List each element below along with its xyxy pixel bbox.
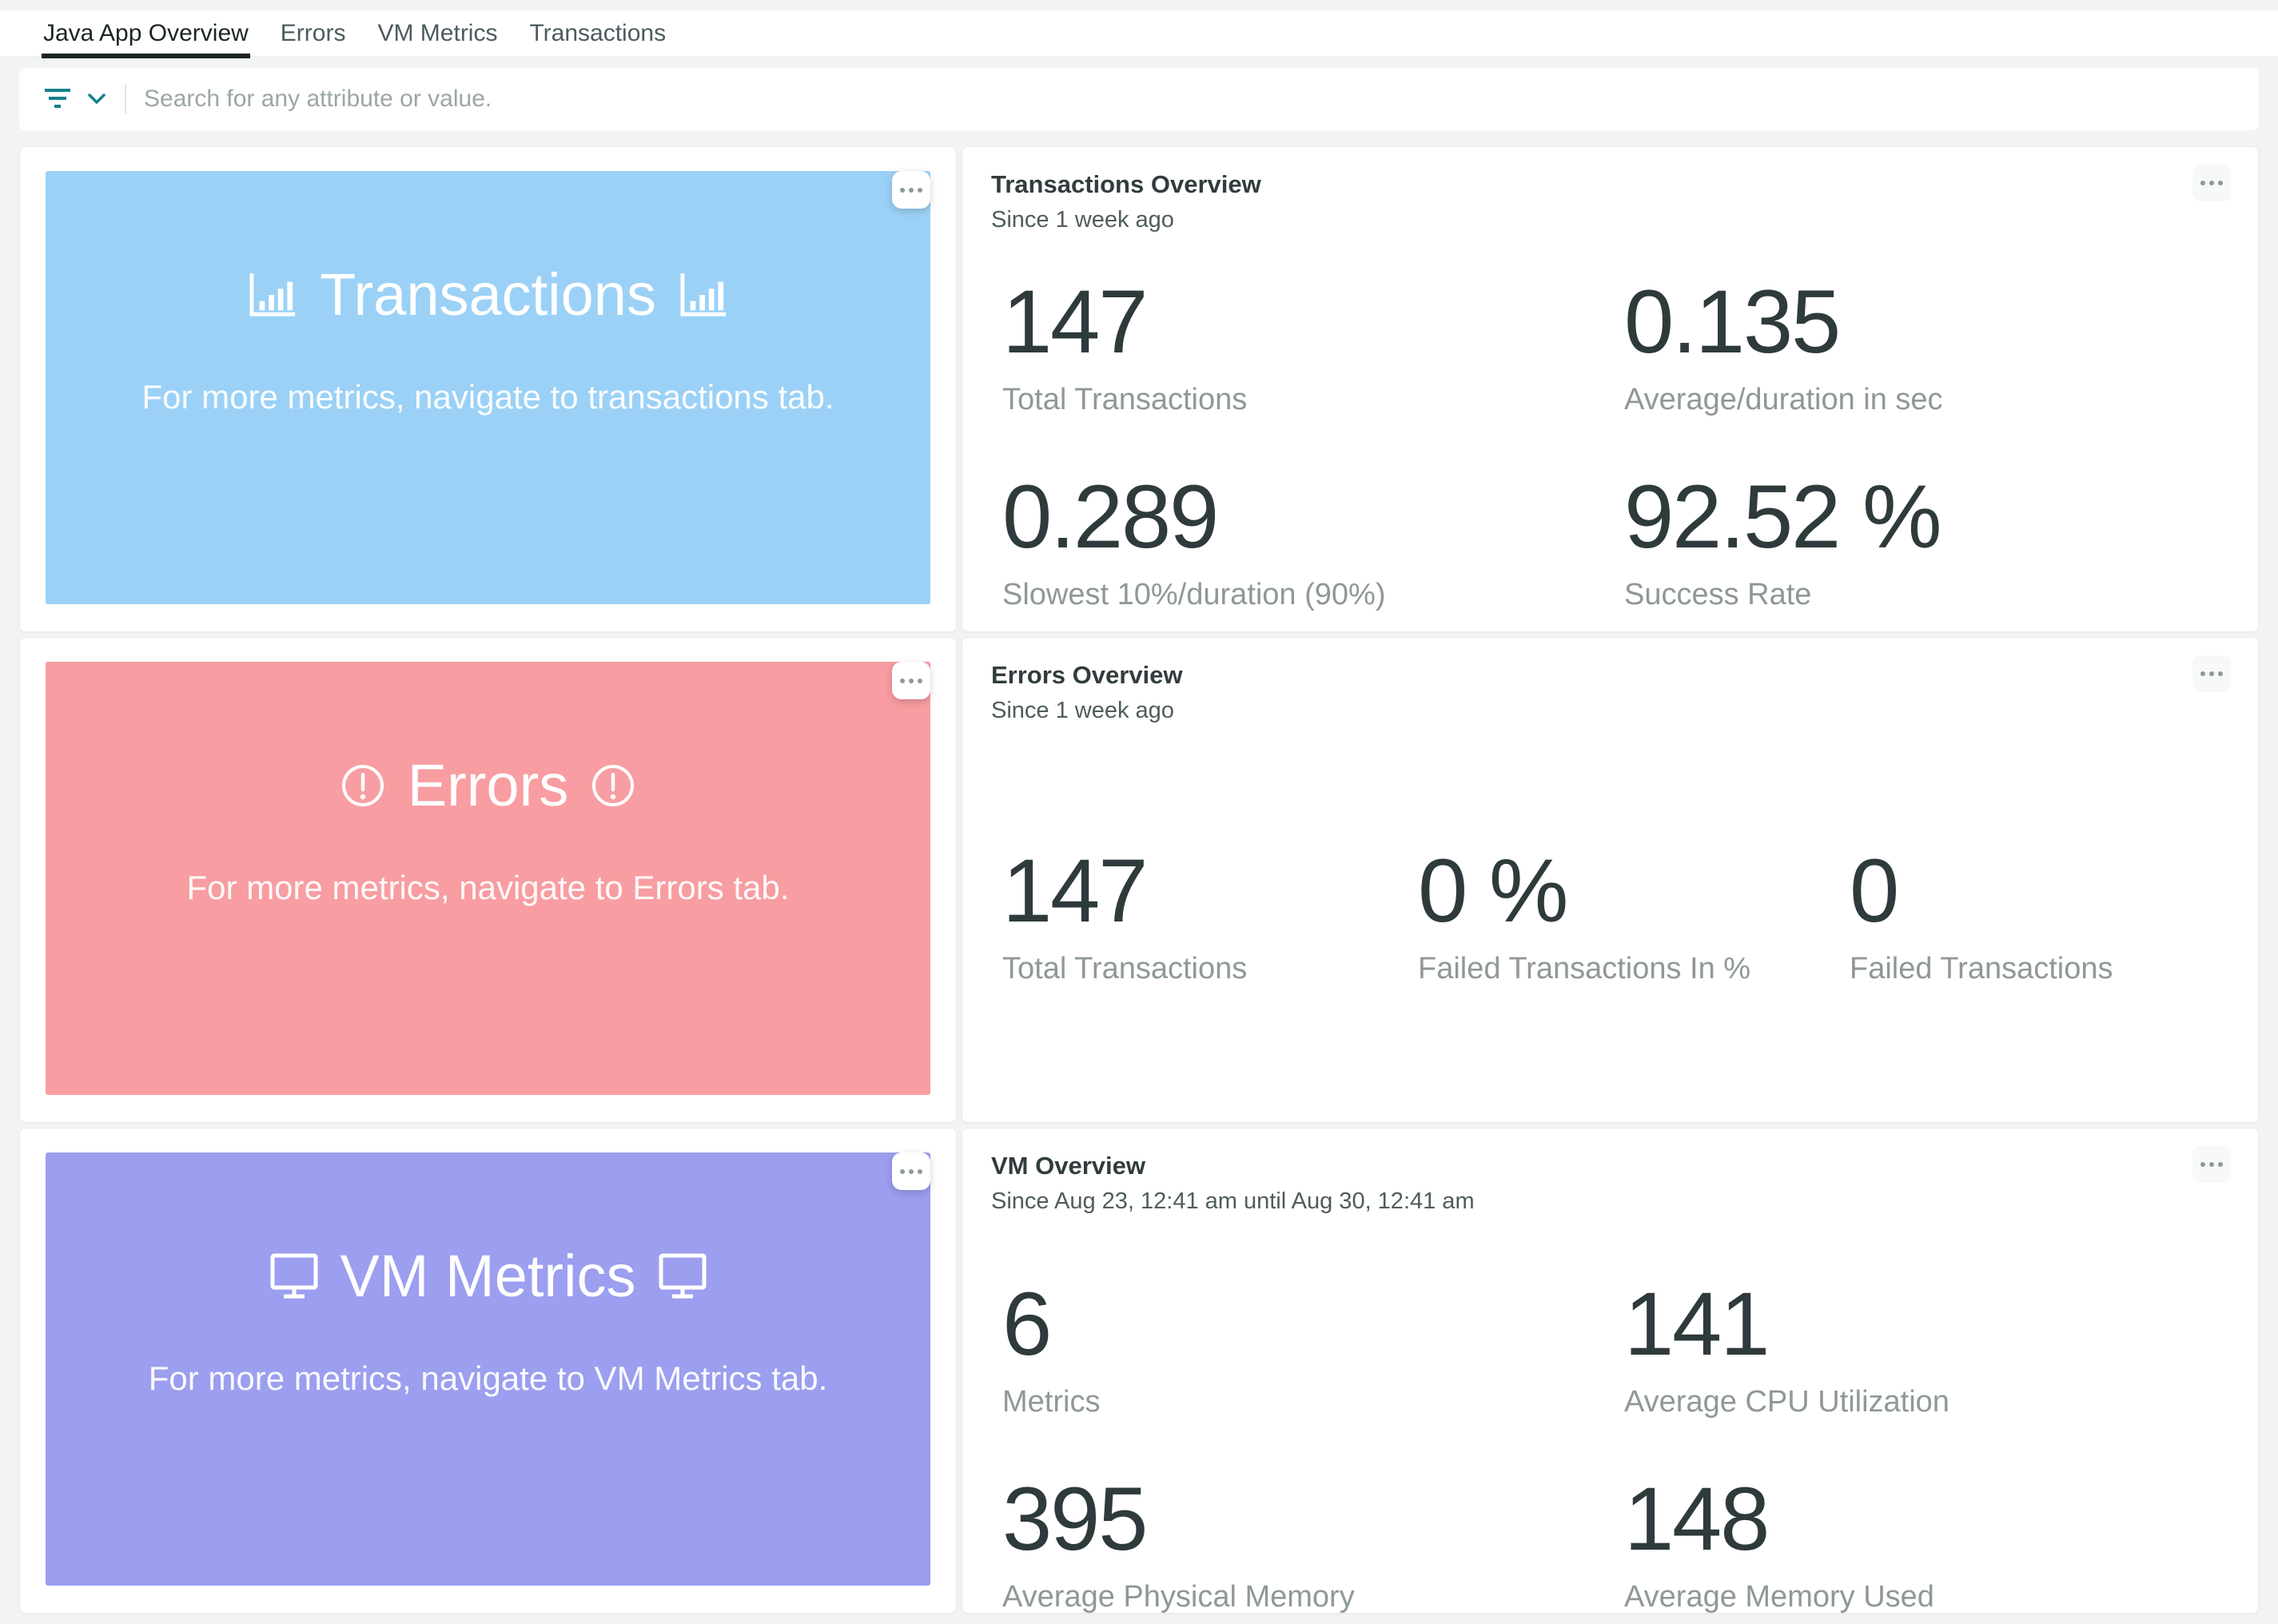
ellipsis-icon	[900, 187, 922, 193]
filter-funnel-icon[interactable]	[43, 88, 72, 110]
ellipsis-icon	[2200, 181, 2223, 185]
metric-average-duration: 0.135 Average/duration in sec	[1624, 272, 1943, 417]
vm-overview-card: VM Overview Since Aug 23, 12:41 am until…	[962, 1128, 2259, 1614]
promo-title: VM Metrics	[340, 1243, 636, 1309]
transactions-promo-card: Transactions For more metrics, navigate …	[19, 146, 957, 632]
card-title: Transactions Overview	[991, 170, 1261, 198]
metric-failed-transactions-pct: 0 % Failed Transactions In %	[1418, 841, 1751, 986]
ellipsis-icon	[2200, 671, 2223, 676]
transactions-promo-banner: Transactions For more metrics, navigate …	[46, 171, 930, 604]
vm-metrics-promo-card: VM Metrics For more metrics, navigate to…	[19, 1128, 957, 1614]
metric-average-memory-used: 148 Average Memory Used	[1624, 1469, 1934, 1614]
metric-failed-transactions: 0 Failed Transactions	[1850, 841, 2113, 986]
tab-vm-metrics[interactable]: VM Metrics	[377, 19, 498, 46]
ellipsis-menu-button[interactable]	[892, 1152, 930, 1190]
metric-success-rate: 92.52 % Success Rate	[1624, 467, 1942, 612]
errors-overview-card: Errors Overview Since 1 week ago 147 Tot…	[962, 637, 2259, 1123]
card-time-range: Since Aug 23, 12:41 am until Aug 30, 12:…	[991, 1188, 1475, 1214]
ellipsis-menu-button[interactable]	[892, 171, 930, 209]
ellipsis-menu-button[interactable]	[892, 662, 930, 699]
metric-total-transactions: 147 Total Transactions	[1002, 272, 1248, 417]
metric-total-transactions: 147 Total Transactions	[1002, 841, 1248, 986]
promo-title: Transactions	[320, 261, 656, 328]
ellipsis-icon	[2200, 1162, 2223, 1167]
ellipsis-menu-button[interactable]	[2192, 1146, 2231, 1183]
promo-subtext: For more metrics, navigate to VM Metrics…	[148, 1359, 828, 1397]
chevron-down-icon[interactable]	[88, 94, 106, 105]
card-time-range: Since 1 week ago	[991, 207, 1174, 233]
tab-transactions[interactable]: Transactions	[529, 19, 667, 46]
transactions-overview-card: Transactions Overview Since 1 week ago 1…	[962, 146, 2259, 632]
bar-chart-icon	[248, 272, 297, 318]
bar-chart-icon	[679, 272, 728, 318]
tab-java-app-overview[interactable]: Java App Overview	[42, 19, 250, 58]
card-time-range: Since 1 week ago	[991, 698, 1174, 723]
promo-subtext: For more metrics, navigate to transactio…	[141, 378, 834, 416]
exclamation-circle-icon	[341, 763, 385, 808]
errors-row: Errors For more metrics, navigate to Err…	[19, 637, 2259, 1123]
metric-average-physical-memory: 395 Average Physical Memory	[1002, 1469, 1355, 1614]
ellipsis-icon	[900, 678, 922, 683]
ellipsis-icon	[900, 1168, 922, 1174]
errors-promo-card: Errors For more metrics, navigate to Err…	[19, 637, 957, 1123]
monitor-icon	[270, 1253, 318, 1300]
tab-bar: Java App Overview Errors VM Metrics Tran…	[0, 10, 2278, 58]
metric-average-cpu-utilization: 141 Average CPU Utilization	[1624, 1274, 1949, 1419]
vm-metrics-row: VM Metrics For more metrics, navigate to…	[19, 1128, 2259, 1614]
search-input[interactable]	[144, 68, 2259, 130]
card-title: Errors Overview	[991, 661, 1183, 689]
errors-promo-banner: Errors For more metrics, navigate to Err…	[46, 662, 930, 1095]
exclamation-circle-icon	[591, 763, 635, 808]
promo-subtext: For more metrics, navigate to Errors tab…	[186, 869, 790, 906]
metric-slowest-duration: 0.289 Slowest 10%/duration (90%)	[1002, 467, 1386, 612]
promo-heading: VM Metrics	[270, 1242, 707, 1311]
ellipsis-menu-button[interactable]	[2192, 165, 2231, 201]
promo-title: Errors	[407, 752, 569, 818]
transactions-row: Transactions For more metrics, navigate …	[19, 146, 2259, 632]
search-divider	[125, 85, 126, 113]
ellipsis-menu-button[interactable]	[2192, 655, 2231, 692]
tab-errors[interactable]: Errors	[280, 19, 346, 46]
monitor-icon	[659, 1253, 707, 1300]
metric-metrics-count: 6 Metrics	[1002, 1274, 1101, 1419]
promo-heading: Errors	[341, 751, 635, 820]
search-bar	[19, 68, 2259, 130]
vm-metrics-promo-banner: VM Metrics For more metrics, navigate to…	[46, 1152, 930, 1586]
promo-heading: Transactions	[248, 261, 728, 329]
card-title: VM Overview	[991, 1152, 1145, 1180]
